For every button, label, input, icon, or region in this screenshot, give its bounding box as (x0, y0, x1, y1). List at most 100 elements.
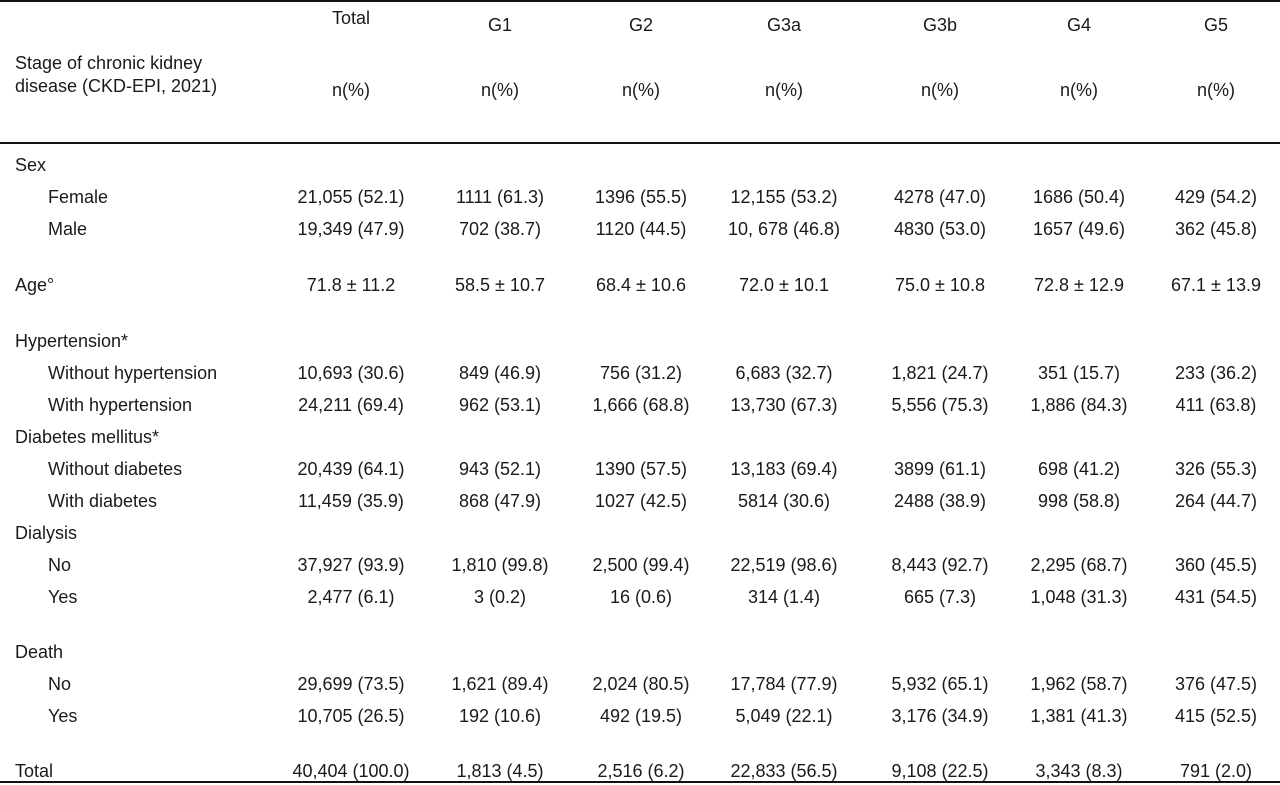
table-cell: 665 (7.3) (903, 587, 977, 607)
row-label: With diabetes (48, 491, 158, 511)
table-cell: 6,683 (32.7) (735, 363, 833, 383)
table-cell: 10,705 (26.5) (297, 706, 405, 726)
column-header: G3b (922, 15, 958, 35)
table-cell: 1390 (57.5) (594, 459, 688, 479)
column-header: G3a (766, 15, 802, 35)
table-cell: 40,404 (100.0) (292, 761, 410, 781)
column-unit: n(%) (621, 80, 660, 100)
table-cell: 1,813 (4.5) (456, 761, 544, 781)
table-cell: 326 (55.3) (1174, 459, 1258, 479)
table-cell: 72.0 ± 10.1 (739, 275, 829, 295)
table-cell: 13,730 (67.3) (730, 395, 838, 415)
table-cell: 264 (44.7) (1174, 491, 1258, 511)
table-cell: 2,500 (99.4) (592, 555, 690, 575)
column-header: G5 (1203, 15, 1228, 35)
table-cell: 1,821 (24.7) (891, 363, 989, 383)
table-cell: 20,439 (64.1) (297, 459, 405, 479)
section-label: Total (15, 761, 54, 781)
table-cell: 1,381 (41.3) (1030, 706, 1128, 726)
column-header: G1 (487, 15, 512, 35)
column-unit: n(%) (764, 80, 803, 100)
table-cell: 791 (2.0) (1179, 761, 1253, 781)
table-cell: 1,810 (99.8) (451, 555, 549, 575)
table-cell: 1657 (49.6) (1032, 219, 1126, 239)
table-cell: 10,693 (30.6) (297, 363, 405, 383)
bottom-rule (0, 781, 1280, 783)
column-header: G2 (628, 15, 653, 35)
table-cell: 360 (45.5) (1174, 555, 1258, 575)
table-cell: 1027 (42.5) (594, 491, 688, 511)
column-header: Total (331, 8, 371, 28)
table-cell: 233 (36.2) (1174, 363, 1258, 383)
table-cell: 8,443 (92.7) (891, 555, 989, 575)
section-label: Hypertension* (15, 331, 129, 351)
section-label: Diabetes mellitus* (15, 427, 160, 447)
table-cell: 1,621 (89.4) (451, 674, 549, 694)
section-label: Dialysis (15, 523, 78, 543)
table-cell: 22,833 (56.5) (730, 761, 838, 781)
table-cell: 13,183 (69.4) (730, 459, 838, 479)
table-cell: 702 (38.7) (458, 219, 542, 239)
section-label: Age° (15, 275, 55, 295)
table-cell: 1111 (61.3) (455, 187, 545, 207)
table-cell: 698 (41.2) (1037, 459, 1121, 479)
table-cell: 2488 (38.9) (893, 491, 987, 511)
row-label: No (48, 555, 72, 575)
table-cell: 1120 (44.5) (595, 219, 687, 239)
table-cell: 4278 (47.0) (893, 187, 987, 207)
table-cell: 411 (63.8) (1175, 395, 1257, 415)
table-cell: 1,962 (58.7) (1030, 674, 1128, 694)
table-cell: 362 (45.8) (1174, 219, 1258, 239)
table-cell: 5814 (30.6) (737, 491, 831, 511)
table-cell: 962 (53.1) (458, 395, 542, 415)
table-cell: 351 (15.7) (1037, 363, 1121, 383)
table-cell: 12,155 (53.2) (730, 187, 838, 207)
table-cell: 71.8 ± 11.2 (306, 275, 396, 295)
row-label: Without diabetes (48, 459, 183, 479)
column-unit: n(%) (331, 80, 370, 100)
stub-header-line: disease (CKD-EPI, 2021) (15, 76, 218, 96)
row-label: Female (48, 187, 109, 207)
table-cell: 10, 678 (46.8) (727, 219, 841, 239)
row-label: Male (48, 219, 88, 239)
row-label: Without hypertension (48, 363, 218, 383)
row-label: No (48, 674, 72, 694)
table-cell: 1396 (55.5) (594, 187, 688, 207)
table-cell: 431 (54.5) (1174, 587, 1258, 607)
table-cell: 1,666 (68.8) (592, 395, 690, 415)
table-cell: 5,932 (65.1) (891, 674, 989, 694)
stub-header-line: Stage of chronic kidney (15, 53, 203, 73)
section-label: Death (15, 642, 64, 662)
table-cell: 849 (46.9) (458, 363, 542, 383)
table-cell: 2,477 (6.1) (307, 587, 395, 607)
table-cell: 5,049 (22.1) (735, 706, 833, 726)
stub-header: Stage of chronic kidney disease (CKD-EPI… (15, 52, 217, 98)
column-unit: n(%) (1059, 80, 1098, 100)
table-cell: 2,024 (80.5) (592, 674, 690, 694)
row-label: Yes (48, 706, 78, 726)
table-cell: 37,927 (93.9) (297, 555, 405, 575)
table-cell: 58.5 ± 10.7 (455, 275, 545, 295)
top-rule (0, 0, 1280, 2)
table-cell: 16 (0.6) (609, 587, 673, 607)
table-cell: 22,519 (98.6) (730, 555, 838, 575)
table-cell: 3 (0.2) (473, 587, 527, 607)
table-cell: 1,886 (84.3) (1030, 395, 1128, 415)
table-cell: 2,516 (6.2) (597, 761, 685, 781)
table-cell: 998 (58.8) (1037, 491, 1121, 511)
row-label: With hypertension (48, 395, 193, 415)
column-unit: n(%) (480, 80, 519, 100)
table-cell: 21,055 (52.1) (297, 187, 405, 207)
column-unit: n(%) (920, 80, 959, 100)
table-cell: 17,784 (77.9) (730, 674, 838, 694)
table-cell: 68.4 ± 10.6 (596, 275, 686, 295)
table-cell: 2,295 (68.7) (1030, 555, 1128, 575)
table-cell: 756 (31.2) (599, 363, 683, 383)
table-cell: 4830 (53.0) (893, 219, 987, 239)
table-cell: 376 (47.5) (1174, 674, 1258, 694)
table-cell: 29,699 (73.5) (297, 674, 405, 694)
table-cell: 314 (1.4) (747, 587, 821, 607)
table-cell: 67.1 ± 13.9 (1171, 275, 1261, 295)
table-cell: 192 (10.6) (458, 706, 542, 726)
table-cell: 429 (54.2) (1174, 187, 1258, 207)
